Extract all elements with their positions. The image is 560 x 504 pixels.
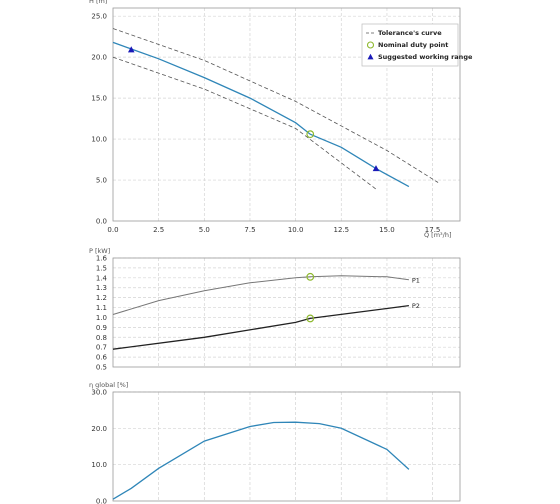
x-tick-label: 5.0 xyxy=(199,226,210,234)
power-curve-p2 xyxy=(112,304,409,350)
x-tick-label: 2.5 xyxy=(153,226,164,234)
legend-working-range-swatch xyxy=(367,53,374,60)
curve-label-p2: P2 xyxy=(412,302,420,310)
working-range-marker xyxy=(127,46,135,53)
duty-point-marker xyxy=(306,130,315,139)
y-tick-label: 1.4 xyxy=(96,274,108,282)
y-tick-label: 0.8 xyxy=(96,334,107,342)
efficiency-curve xyxy=(112,421,410,500)
legend-label-duty-point: Nominal duty point xyxy=(378,41,448,49)
power-chart: 0.5 0.6 0.7 0.8 0.9 1.0 1.1 1.2 1.3 1.4 1.51.6P [k… xyxy=(89,247,461,372)
y-tick-label: 10.0 xyxy=(91,136,107,144)
tolerance-curve-lower xyxy=(112,56,377,190)
x-tick-label: 7.5 xyxy=(244,226,255,234)
y-tick-label: 0.5 xyxy=(96,364,107,372)
y-tick-label: 20.0 xyxy=(91,425,107,433)
x-axis-label: Q [m³/h] xyxy=(424,231,452,239)
y-tick-label: 15.0 xyxy=(91,95,107,103)
x-tick-label: 15.0 xyxy=(379,226,395,234)
working-range-marker xyxy=(372,165,380,172)
x-tick-label: 10.0 xyxy=(288,226,304,234)
plot-frame xyxy=(112,7,461,222)
legend-label-working-range: Suggested working range xyxy=(378,53,473,61)
y-tick-label: 0.9 xyxy=(96,324,107,332)
y-tick-label: 10.0 xyxy=(91,461,107,469)
head-chart: 0.0 5.0 10.0 15.0 20.0 25.0 H [m] 0.0 2.5 5.0 7.5 1… xyxy=(89,0,473,239)
x-tick-label: 12.5 xyxy=(333,226,349,234)
y-tick-label: 0.7 xyxy=(96,344,107,352)
y-tick-label: 0.6 xyxy=(96,354,108,362)
y-axis-label: P [kW] xyxy=(89,247,110,255)
y-tick-label: 30.0 xyxy=(91,389,107,397)
x-tick-label: 17.5 xyxy=(425,226,441,234)
y-tick-label: 20.0 xyxy=(91,54,107,62)
y-tick-label: 1.5 xyxy=(96,264,107,272)
y-tick-label: 1.1 xyxy=(96,304,107,312)
y-tick-label: 1.6 xyxy=(96,255,108,263)
duty-point-marker xyxy=(306,314,315,323)
curve-label-p1: P1 xyxy=(412,276,420,284)
y-tick-label: 1.0 xyxy=(96,314,107,322)
legend-label-tolerance: Tolerance's curve xyxy=(378,29,442,37)
x-tick-label: 0.0 xyxy=(107,226,118,234)
y-tick-label: 5.0 xyxy=(96,177,107,185)
tolerance-curve-upper xyxy=(112,28,439,183)
head-curve xyxy=(112,41,410,188)
efficiency-chart: 0.0 10.0 20.0 30.0η global [%] xyxy=(89,381,461,504)
y-tick-label: 0.0 xyxy=(96,498,107,504)
y-axis-label: H [m] xyxy=(89,0,107,5)
y-tick-label: 1.2 xyxy=(96,294,107,302)
plot-frame xyxy=(112,391,461,502)
duty-point-marker xyxy=(306,272,315,281)
legend-duty-point-swatch xyxy=(366,41,375,49)
plot-frame xyxy=(112,257,461,368)
y-axis-label: η global [%] xyxy=(89,381,128,389)
legend-box xyxy=(361,23,459,67)
power-curve-p1 xyxy=(112,275,409,315)
y-tick-label: 1.3 xyxy=(96,284,107,292)
y-tick-label: 0.0 xyxy=(96,218,107,226)
y-tick-label: 25.0 xyxy=(91,13,107,21)
